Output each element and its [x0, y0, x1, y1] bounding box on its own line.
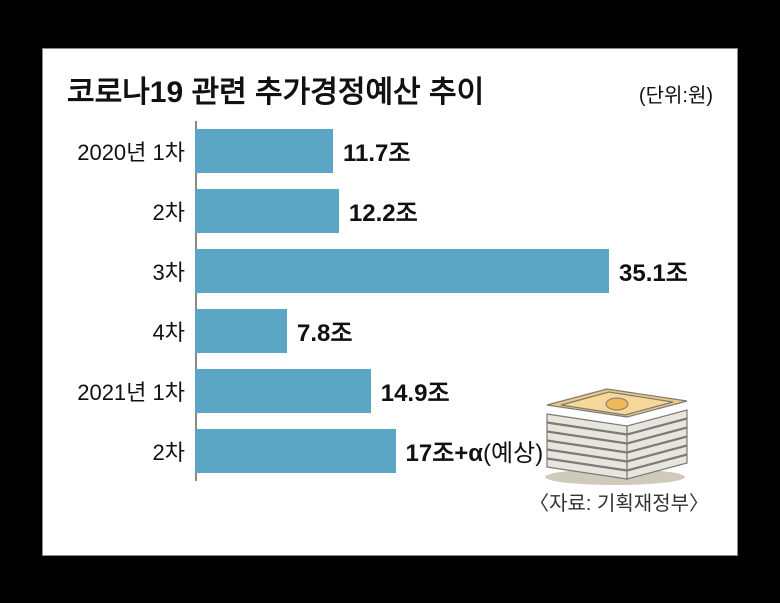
bar	[195, 429, 396, 473]
chart-source: 〈자료: 기획재정부〉	[43, 481, 737, 516]
bar-row: 2021년 1차 14.9조	[43, 361, 713, 421]
chart-title: 코로나19 관련 추가경정예산 추이	[67, 67, 484, 111]
category-label: 2021년 1차	[43, 375, 195, 407]
value-label: 11.7조	[343, 133, 410, 168]
bar	[195, 369, 371, 413]
bar-zone: 14.9조	[195, 361, 713, 421]
bar-row: 4차 7.8조	[43, 301, 713, 361]
chart-area: 2020년 1차 11.7조 2차 12.2조 3차 35.1조 4차 7.8조 2021년 1…	[43, 121, 737, 481]
chart-header: 코로나19 관련 추가경정예산 추이 (단위:원)	[43, 49, 737, 121]
bar-row: 3차 35.1조	[43, 241, 713, 301]
value-label-suffix: (예상)	[483, 440, 543, 467]
category-label: 2차	[43, 435, 195, 467]
bar-row: 2차 17조+α(예상)	[43, 421, 713, 481]
bar-zone: 7.8조	[195, 301, 713, 361]
value-label: 12.2조	[349, 193, 418, 228]
bar	[195, 129, 333, 173]
chart-unit: (단위:원)	[639, 79, 713, 108]
bar-row: 2020년 1차 11.7조	[43, 121, 713, 181]
bar-row: 2차 12.2조	[43, 181, 713, 241]
value-label: 14.9조	[381, 373, 450, 408]
bar-zone: 12.2조	[195, 181, 713, 241]
value-label: 7.8조	[297, 313, 352, 348]
bar	[195, 189, 339, 233]
category-label: 2차	[43, 195, 195, 227]
bar	[195, 309, 287, 353]
bar	[195, 249, 609, 293]
value-label: 17조+α(예상)	[406, 433, 544, 468]
bar-zone: 35.1조	[195, 241, 713, 301]
category-label: 2020년 1차	[43, 135, 195, 167]
chart-card: 코로나19 관련 추가경정예산 추이 (단위:원) 2020년 1차11.7조2…	[42, 48, 738, 556]
value-label: 35.1조	[619, 253, 688, 288]
category-label: 4차	[43, 315, 195, 347]
bar-zone: 17조+α(예상)	[195, 421, 713, 481]
bar-zone: 11.7조	[195, 121, 713, 181]
category-label: 3차	[43, 255, 195, 287]
